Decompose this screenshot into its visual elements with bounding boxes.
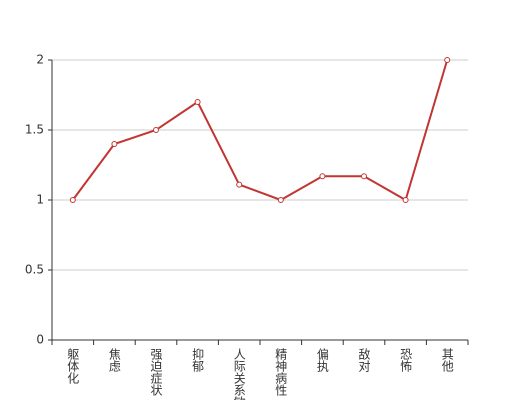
x-tick-label: 抑郁 xyxy=(191,347,205,373)
y-tick-label: 0.5 xyxy=(25,263,44,277)
point xyxy=(361,173,367,180)
x-tick-label: 恐怖 xyxy=(399,348,413,372)
y-tick-label: 2 xyxy=(36,53,44,67)
x-tick-label: 精神病性 xyxy=(274,348,288,397)
x-tick-label: 强迫症状 xyxy=(149,348,163,396)
point xyxy=(402,197,409,203)
point xyxy=(444,57,451,63)
point xyxy=(319,173,326,180)
point xyxy=(277,197,284,203)
point xyxy=(194,99,201,105)
x-tick-label: 其他 xyxy=(440,348,454,372)
y-tick-label: 0 xyxy=(36,333,44,347)
x-tick-label: 焦虑 xyxy=(107,348,121,372)
x-tick-label: 人际关系敏感 xyxy=(232,348,246,400)
x-tick-label: 敌对 xyxy=(357,347,371,372)
point xyxy=(153,127,159,133)
point xyxy=(69,197,76,203)
x-tick-label: 偏执 xyxy=(315,347,329,373)
point xyxy=(236,181,243,188)
y-tick-label: 1 xyxy=(36,193,44,207)
line xyxy=(71,59,449,202)
y-tick-label: 1.5 xyxy=(25,123,44,137)
x-tick-label: 躯体化 xyxy=(66,347,80,385)
point xyxy=(111,141,118,147)
